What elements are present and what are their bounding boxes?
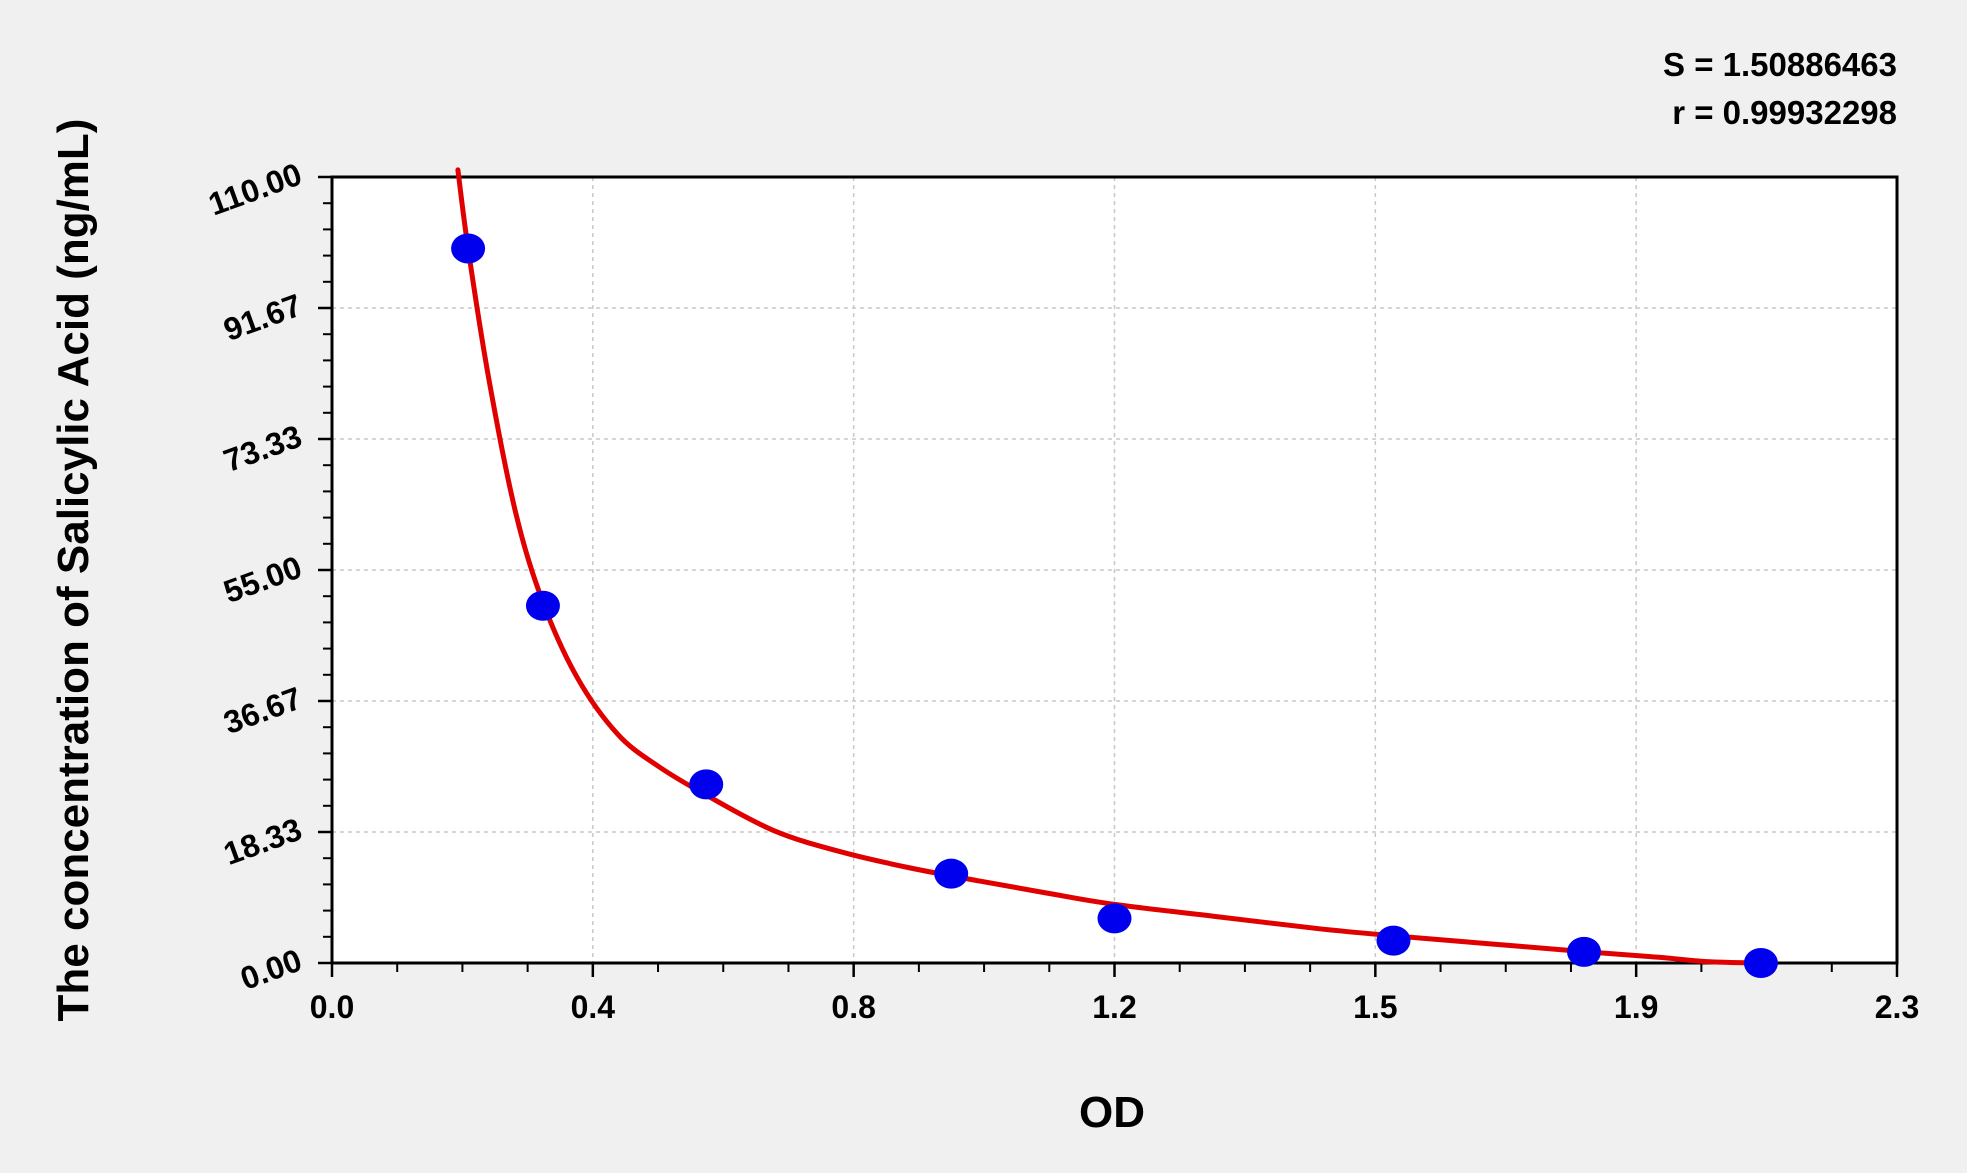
data-point [1376,925,1411,956]
x-tick-label: 1.9 [1614,989,1658,1025]
x-tick-label: 1.2 [1092,989,1136,1025]
x-tick-label: 0.8 [831,989,875,1025]
data-point [689,769,724,800]
data-points [451,233,1778,978]
data-point [525,590,560,621]
fitted-curve [455,167,1764,966]
x-axis-title: OD [1079,1088,1145,1137]
grid-lines [332,177,1897,963]
x-tick-label: 0.0 [310,989,354,1025]
x-tick-label: 2.3 [1875,989,1919,1025]
data-point [934,858,969,889]
x-tick-label: 1.5 [1353,989,1397,1025]
x-tick-labels: 0.0 0.4 0.8 1.2 1.5 1.9 2.3 [310,989,1919,1025]
data-point [1567,936,1601,967]
data-point [1097,903,1132,934]
axis-ticks [318,175,1899,977]
fit-curve-line [455,167,1764,966]
s-statistic: S = 1.50886463 [1663,46,1897,83]
y-axis-title: The concentration of Salicylic Acid (ng/… [49,119,98,1022]
x-tick-label: 0.4 [571,989,616,1025]
data-point [451,233,486,264]
r-statistic: r = 0.99932298 [1672,94,1897,131]
data-point [1743,948,1778,978]
